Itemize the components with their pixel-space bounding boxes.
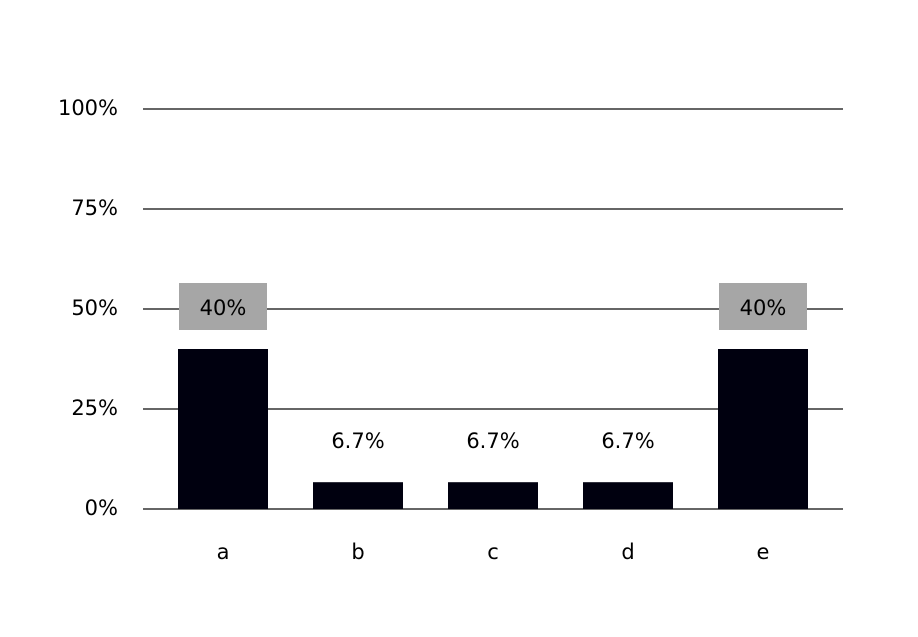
value-label-box [179,283,267,330]
y-tick-label: 0% [85,496,118,520]
bar [313,482,403,509]
x-tick-label: d [621,540,634,564]
value-label: 40% [200,296,247,320]
y-tick-label: 25% [71,396,118,420]
y-tick-label: 100% [58,96,118,120]
bar [448,482,538,509]
value-label: 6.7% [601,429,654,453]
value-label-box [719,283,807,330]
x-tick-label: e [757,540,770,564]
x-tick-label: c [487,540,499,564]
value-label: 6.7% [466,429,519,453]
bar [718,349,808,509]
value-label: 40% [740,296,787,320]
value-label: 6.7% [331,429,384,453]
x-tick-label: a [217,540,230,564]
bar [178,349,268,509]
y-tick-label: 75% [71,196,118,220]
x-tick-label: b [351,540,364,564]
y-tick-label: 50% [71,296,118,320]
bar [583,482,673,509]
